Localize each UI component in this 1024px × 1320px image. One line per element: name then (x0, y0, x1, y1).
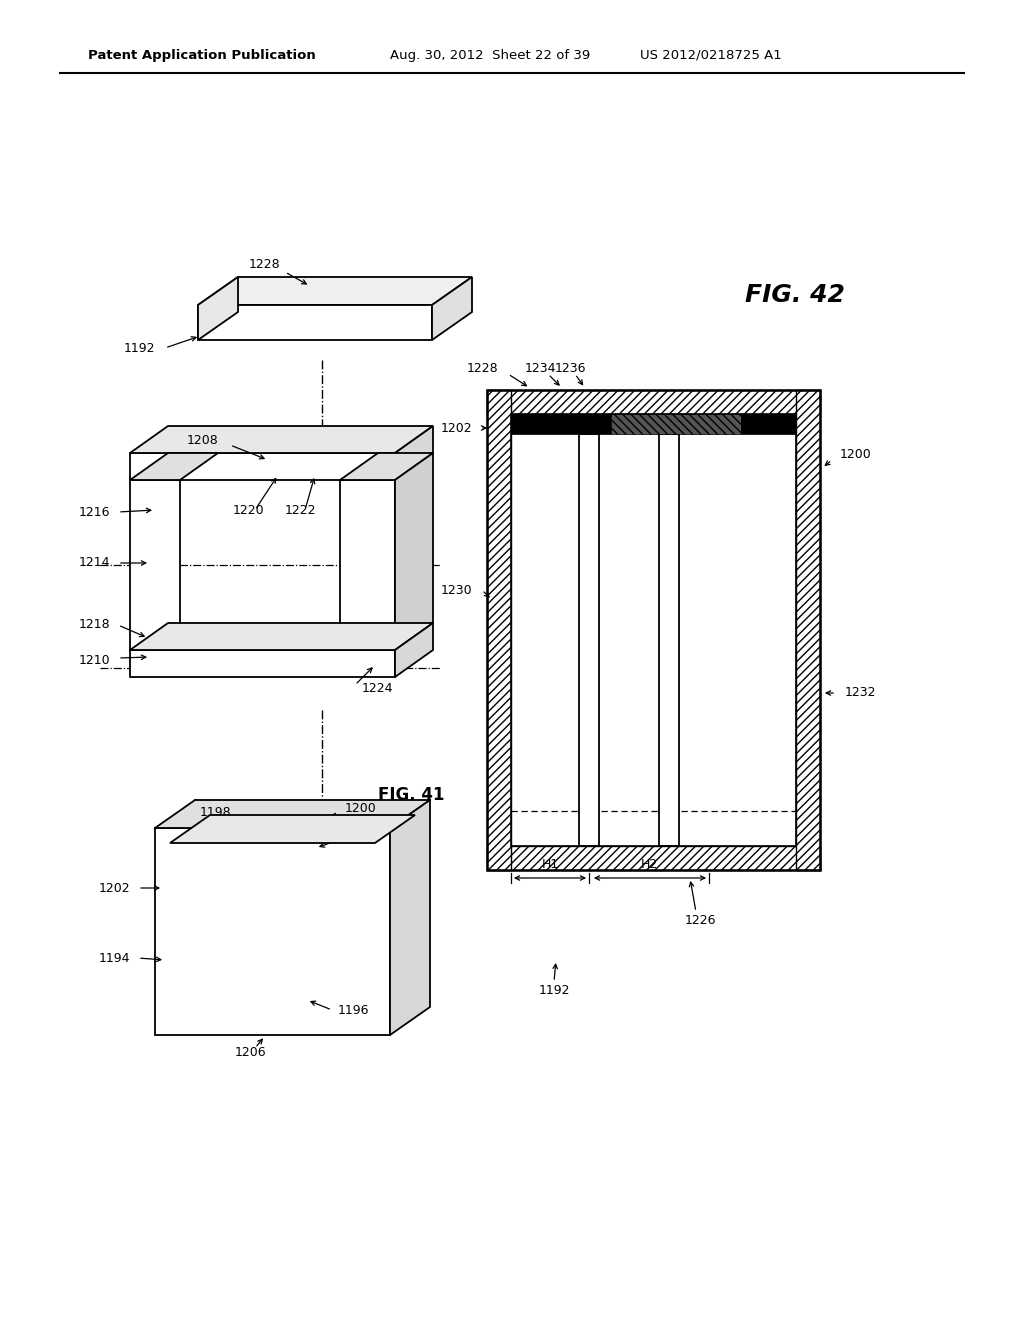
Text: 1222: 1222 (285, 503, 315, 516)
Text: 1236: 1236 (554, 362, 586, 375)
Polygon shape (659, 434, 679, 846)
Polygon shape (130, 453, 395, 480)
Polygon shape (511, 414, 611, 434)
Text: 1226: 1226 (684, 913, 716, 927)
Polygon shape (796, 389, 820, 870)
Polygon shape (130, 623, 433, 649)
Polygon shape (198, 305, 432, 341)
Text: 1208: 1208 (186, 433, 218, 446)
Text: 1196: 1196 (338, 1003, 370, 1016)
Polygon shape (198, 277, 238, 341)
Text: 1216: 1216 (79, 506, 110, 519)
Text: 1232: 1232 (845, 686, 877, 700)
Polygon shape (170, 814, 415, 843)
Text: 1202: 1202 (98, 882, 130, 895)
Text: FIG. 41: FIG. 41 (378, 785, 444, 804)
Text: 1218: 1218 (79, 619, 110, 631)
Text: 1210: 1210 (79, 653, 110, 667)
Polygon shape (487, 846, 820, 870)
Polygon shape (130, 426, 433, 453)
Text: 1200: 1200 (345, 801, 377, 814)
Polygon shape (340, 480, 395, 649)
Text: 1214: 1214 (79, 557, 110, 569)
Text: 1192: 1192 (539, 983, 569, 997)
Text: 1212: 1212 (358, 816, 389, 829)
Polygon shape (432, 277, 472, 341)
Text: FIG. 42: FIG. 42 (745, 282, 845, 308)
Polygon shape (395, 426, 433, 480)
Text: 1200: 1200 (840, 449, 871, 462)
Polygon shape (741, 414, 796, 434)
Polygon shape (395, 623, 433, 677)
Polygon shape (155, 800, 430, 828)
Polygon shape (340, 453, 433, 480)
Polygon shape (487, 389, 820, 414)
Text: Patent Application Publication: Patent Application Publication (88, 49, 315, 62)
Text: 1202: 1202 (440, 421, 472, 434)
Text: 1204: 1204 (345, 830, 377, 843)
Text: 1206: 1206 (234, 1045, 266, 1059)
Text: 1192: 1192 (124, 342, 155, 355)
Text: 1230: 1230 (440, 583, 472, 597)
Text: 1228: 1228 (466, 362, 498, 375)
Polygon shape (198, 277, 472, 305)
Text: H2: H2 (640, 858, 657, 870)
Polygon shape (130, 453, 218, 480)
Text: 1194: 1194 (98, 952, 130, 965)
Text: 1220: 1220 (232, 503, 264, 516)
Polygon shape (390, 800, 430, 1035)
Polygon shape (155, 828, 390, 1035)
Text: US 2012/0218725 A1: US 2012/0218725 A1 (640, 49, 781, 62)
Polygon shape (130, 480, 180, 649)
Text: 1228: 1228 (249, 259, 280, 272)
Text: Aug. 30, 2012  Sheet 22 of 39: Aug. 30, 2012 Sheet 22 of 39 (390, 49, 590, 62)
Polygon shape (611, 414, 741, 434)
Text: 1224: 1224 (362, 681, 393, 694)
Polygon shape (487, 389, 511, 870)
Polygon shape (579, 434, 599, 846)
Text: H1: H1 (542, 858, 559, 870)
Polygon shape (130, 649, 395, 677)
Text: 1198: 1198 (200, 805, 230, 818)
Polygon shape (395, 453, 433, 649)
Text: 1234: 1234 (524, 362, 556, 375)
